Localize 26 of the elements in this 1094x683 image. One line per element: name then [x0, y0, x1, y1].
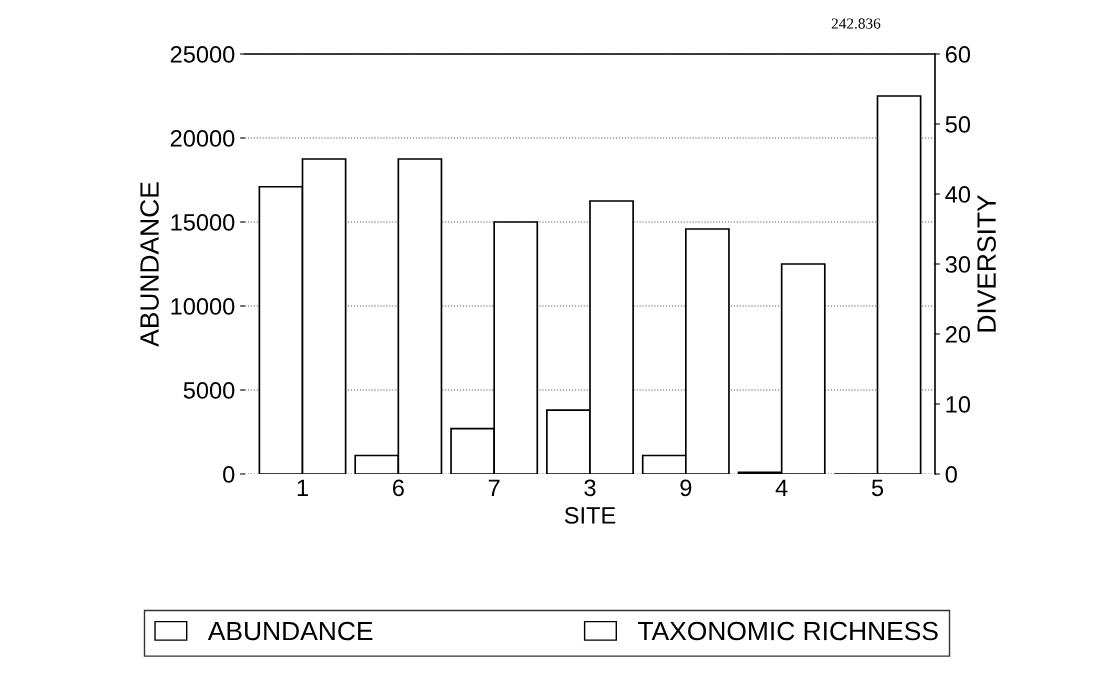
legend-label: ABUNDANCE: [207, 621, 373, 641]
y2-tick-label: 60: [945, 46, 971, 63]
x-tick-label: 3: [584, 479, 596, 497]
x-tick-label: 9: [680, 479, 692, 497]
x-tick-label: 6: [392, 479, 404, 497]
x-tick-label: 5: [871, 479, 884, 497]
y-axis-title: ABUNDANCE: [140, 182, 159, 347]
x-tick-label: 4: [775, 479, 788, 496]
y2-tick-label: 40: [945, 186, 971, 203]
y-tick-label: 15000: [171, 214, 235, 231]
y-tick-label: 10000: [171, 298, 235, 315]
y2-axis-title: DIVERSITY: [977, 194, 996, 332]
y-tick-label: 25000: [170, 46, 235, 63]
y-tick-label: 0: [223, 466, 235, 483]
y2-tick-label: 0: [945, 466, 957, 483]
x-axis-title: SITE: [564, 507, 616, 524]
y2-tick-label: 10: [946, 396, 971, 413]
y2-tick-label: 50: [945, 116, 971, 133]
text: 242.836: [831, 18, 881, 29]
y-tick-label: 5000: [183, 382, 235, 399]
y2-tick-label: 20: [945, 326, 971, 343]
y2-tick-label: 30: [945, 256, 971, 273]
x-tick-label: 1: [297, 479, 308, 496]
x-tick-label: 7: [488, 479, 500, 496]
legend-label: TAXONOMIC RICHNESS: [638, 621, 938, 641]
y-tick-label: 20000: [170, 130, 235, 147]
